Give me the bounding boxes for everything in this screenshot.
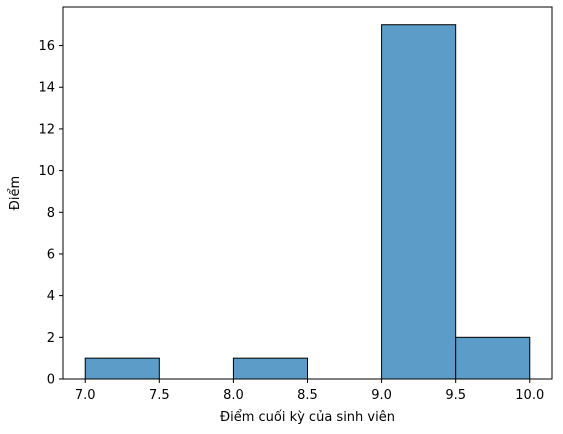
bars-group <box>84 24 531 380</box>
x-tick-label-0: 7.0 <box>75 388 96 403</box>
x-axis-label: Điểm cuối kỳ của sinh viên <box>220 410 395 425</box>
y-tick-label-8: 16 <box>38 39 55 54</box>
y-tick-label-7: 14 <box>38 81 55 96</box>
histogram-bar-5 <box>455 336 531 380</box>
x-tick-label-1: 7.5 <box>149 388 170 403</box>
y-tick-label-0: 0 <box>47 373 55 388</box>
x-axis-ticks: 7.0 7.5 8.0 8.5 9.0 9.5 10.0 <box>75 379 544 403</box>
plot-frame <box>62 6 553 380</box>
y-tick-label-4: 8 <box>47 206 55 221</box>
x-tick-label-3: 8.5 <box>297 388 318 403</box>
x-tick-label-4: 9.0 <box>371 388 392 403</box>
histogram-bar-2 <box>232 357 308 380</box>
histogram-bar-0 <box>84 357 160 380</box>
x-tick-label-6: 10.0 <box>515 388 544 403</box>
y-tick-label-5: 10 <box>38 164 55 179</box>
histogram-bar-4 <box>381 24 457 380</box>
y-axis-label: Điểm <box>8 176 23 210</box>
y-axis-ticks: 0 2 4 6 8 10 12 14 16 <box>38 39 63 388</box>
y-tick-label-2: 4 <box>47 289 55 304</box>
y-tick-label-6: 12 <box>38 122 55 137</box>
x-tick-label-2: 8.0 <box>223 388 244 403</box>
y-tick-label-1: 2 <box>47 331 55 346</box>
y-tick-label-3: 6 <box>47 247 55 262</box>
x-tick-label-5: 9.5 <box>445 388 466 403</box>
